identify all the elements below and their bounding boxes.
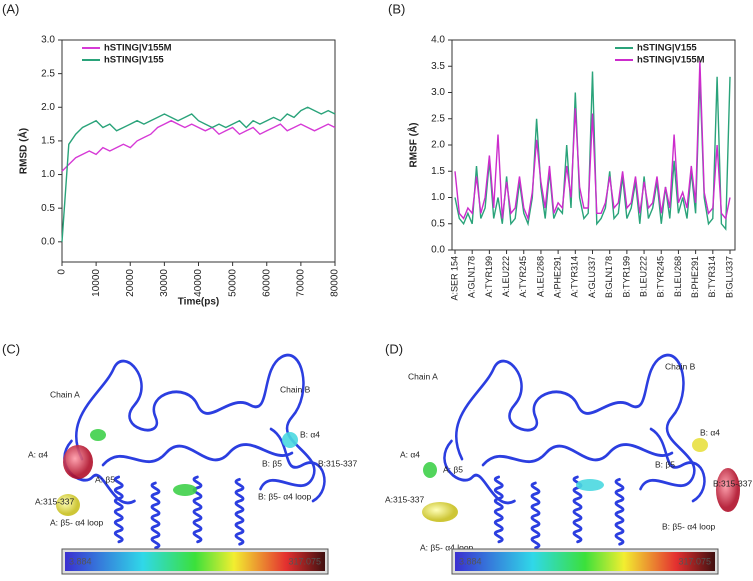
series-line [454, 71, 731, 231]
y-tick-label: 1.0 [431, 192, 445, 203]
structure-panels: (C) Chain A Chain B A: α4 A: β5 A:315-337 A: β… [2, 341, 752, 575]
x-tick-label: A:GLN178 [467, 256, 477, 298]
highlight-region [282, 432, 298, 448]
y-tick-label: 0.5 [41, 203, 55, 214]
colorbar-min: 3.884 [459, 556, 482, 566]
annotation: A: β5 [95, 474, 115, 484]
x-tick-label: A:GLU337 [587, 256, 597, 298]
x-tick-label: B:LEU222 [638, 256, 648, 297]
x-tick-label: A:TYR245 [518, 256, 528, 298]
annotation: Chain A [408, 371, 438, 381]
legend-label: hSTING|V155 [637, 43, 697, 54]
annotation: B: β5- α4 loop [662, 521, 716, 531]
annotation: A: β5 [443, 464, 463, 474]
highlight-region [63, 445, 93, 479]
y-tick-label: 0.0 [431, 245, 445, 256]
colorbar-max: 317.075 [288, 556, 321, 566]
panel-label: (A) [2, 1, 19, 16]
x-tick-label: 0 [57, 269, 68, 275]
highlight-region [576, 479, 604, 491]
legend-label: hSTING|V155M [637, 55, 705, 66]
annotation: B:315-337 [713, 478, 752, 488]
highlight-region [423, 462, 437, 478]
colorbar [65, 552, 325, 571]
series-line [61, 119, 336, 172]
x-tick-label: 80000 [330, 269, 341, 297]
highlight-region [716, 468, 740, 512]
y-tick-label: 3.0 [431, 87, 445, 98]
annotation: A:315-337 [35, 496, 74, 506]
y-tick-label: 1.0 [41, 169, 55, 180]
x-tick-label: A:PHE291 [553, 256, 563, 298]
x-tick-label: A:SER 154 [449, 256, 459, 301]
highlight-region [90, 429, 106, 441]
annotation: A: α4 [28, 449, 48, 459]
y-tick-label: 1.5 [431, 166, 445, 177]
y-tick-label: 4.0 [431, 35, 445, 46]
annotation: B: α4 [300, 429, 320, 439]
y-axis-label: RMSD (Å) [17, 128, 30, 174]
x-axis-label: Time(ps) [178, 297, 220, 308]
annotation: A: β5- α4 loop [420, 542, 474, 552]
colorbar-min: 3.884 [69, 556, 92, 566]
annotation: A: α4 [400, 449, 420, 459]
y-tick-label: 1.5 [41, 136, 55, 147]
annotation: Chain A [50, 389, 80, 399]
x-tick-label: 30000 [159, 269, 170, 297]
y-tick-label: 2.0 [41, 102, 55, 113]
panel-label: (D) [385, 341, 403, 356]
x-tick-label: 60000 [261, 269, 272, 297]
y-tick-label: 2.5 [431, 113, 445, 124]
x-tick-label: 70000 [296, 269, 307, 297]
annotation: B:315-337 [318, 458, 357, 468]
y-tick-label: 3.0 [41, 35, 55, 46]
x-tick-label: A:LEU222 [501, 256, 511, 297]
x-tick-label: 10000 [91, 269, 102, 297]
annotation: A:315-337 [385, 494, 424, 504]
x-tick-label: B:GLN178 [604, 256, 614, 298]
y-tick-label: 0.5 [431, 218, 445, 229]
x-tick-label: A:TYR199 [484, 256, 494, 298]
x-tick-label: A:LEU268 [535, 256, 545, 297]
legend-label: hSTING|V155 [104, 55, 164, 66]
annotation: B: β5 [262, 458, 282, 468]
x-tick-label: B:TYR314 [707, 256, 717, 298]
legend-label: hSTING|V155M [104, 43, 172, 54]
annotation: B: β5 [655, 459, 675, 469]
protein-structure [442, 353, 706, 550]
x-tick-label: 50000 [227, 269, 238, 297]
x-tick-label: B:PHE291 [690, 256, 700, 298]
y-tick-label: 0.0 [41, 236, 55, 247]
y-tick-label: 2.5 [41, 68, 55, 79]
x-tick-label: B:GLU337 [724, 256, 734, 298]
x-tick-label: B:TYR245 [656, 256, 666, 298]
annotation: B: α4 [700, 427, 720, 437]
x-tick-label: A:TYR314 [570, 256, 580, 298]
y-tick-label: 2.0 [431, 140, 445, 151]
x-tick-label: 20000 [125, 269, 136, 297]
y-tick-label: 3.5 [431, 61, 445, 72]
colorbar-max: 317.075 [678, 556, 711, 566]
highlight-region [56, 494, 80, 516]
annotation: A: β5- α4 loop [50, 517, 104, 527]
x-tick-label: 40000 [193, 269, 204, 297]
annotation: B: β5- α4 loop [258, 491, 312, 501]
highlight-region [422, 502, 458, 522]
series-line [61, 106, 336, 242]
series-line [454, 60, 731, 222]
plot-frame [61, 39, 336, 263]
highlight-region [692, 438, 708, 452]
x-tick-label: B:TYR199 [621, 256, 631, 298]
x-tick-label: B:LEU268 [673, 256, 683, 297]
highlight-region [173, 484, 197, 496]
colorbar [455, 552, 715, 571]
panel-label: (B) [388, 1, 405, 16]
annotation: Chain B [280, 384, 311, 394]
panel-label: (C) [2, 341, 20, 356]
y-axis-label: RMSF (Å) [407, 123, 420, 168]
annotation: Chain B [665, 361, 696, 371]
